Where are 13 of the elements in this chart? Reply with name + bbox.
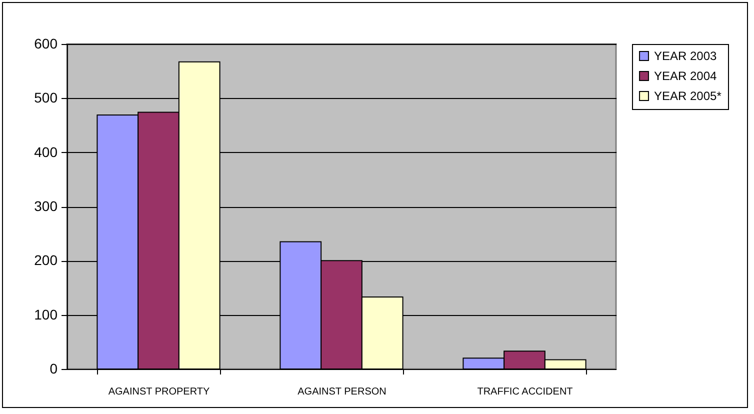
x-tick-label: TRAFFIC ACCIDENT	[477, 386, 573, 398]
y-tick-label: 300	[34, 198, 58, 214]
x-tick-label: AGAINST PROPERTY	[108, 386, 210, 398]
y-tick-label: 0	[50, 360, 58, 376]
y-tick-label: 600	[34, 36, 58, 52]
legend-label: YEAR 2004	[654, 69, 718, 83]
y-tick-label: 100	[34, 306, 58, 322]
y-tick-label: 400	[34, 144, 58, 160]
y-tick-label: 200	[34, 252, 58, 268]
x-tick-label: AGAINST PERSON	[298, 386, 386, 398]
legend-label: YEAR 2005*	[654, 89, 722, 103]
y-tick-label: 500	[34, 90, 58, 106]
legend-label: YEAR 2003	[654, 49, 718, 63]
